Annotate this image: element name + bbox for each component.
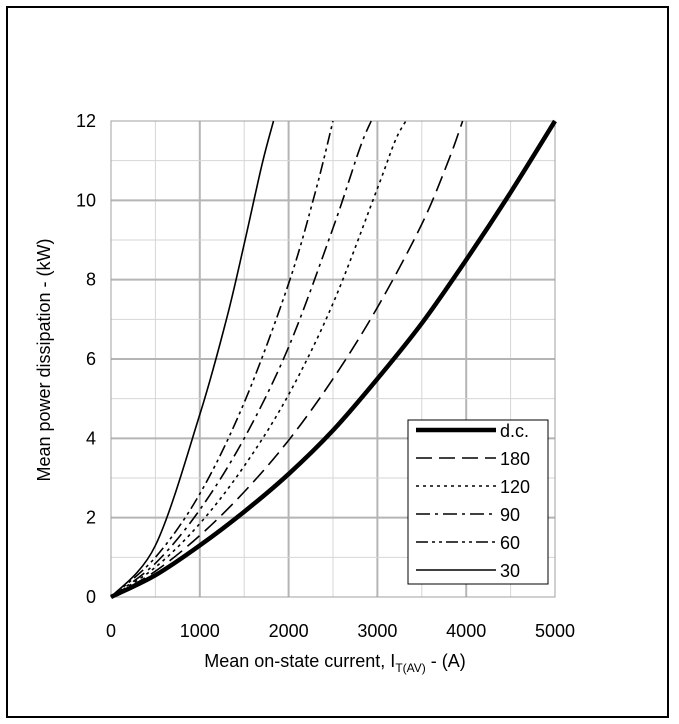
x-tick-label: 1000 (180, 621, 220, 641)
x-axis-label: Mean on-state current, IT(AV) - (A) (204, 651, 466, 675)
y-axis-label: Mean power dissipation - (kW) (34, 238, 54, 481)
x-tick-label: 4000 (446, 621, 486, 641)
y-tick-labels: 0 2 4 6 8 10 12 (76, 111, 96, 607)
x-tick-label: 3000 (357, 621, 397, 641)
series-line-90 (110, 120, 372, 598)
y-tick-label: 12 (76, 111, 96, 131)
x-tick-label: 5000 (535, 621, 575, 641)
y-tick-label: 10 (76, 190, 96, 210)
legend-label-180: 180 (500, 449, 530, 469)
x-tick-labels: 0 1000 2000 3000 4000 5000 (106, 621, 575, 641)
x-axis-label-sub: T(AV) (395, 661, 425, 675)
x-tick-label: 2000 (269, 621, 309, 641)
y-tick-label: 0 (86, 587, 96, 607)
y-tick-label: 6 (86, 349, 96, 369)
x-axis-label-main: Mean on-state current, I (204, 651, 395, 671)
legend-box (407, 419, 549, 585)
x-tick-label: 0 (106, 621, 116, 641)
series-line-60 (110, 120, 334, 598)
series-line-d-c (110, 119, 557, 600)
series-line-120 (110, 120, 407, 598)
series-line-30 (110, 120, 275, 598)
series-lines (110, 119, 557, 600)
y-tick-label: 4 (86, 428, 96, 448)
y-tick-label: 2 (86, 508, 96, 528)
legend-label-d-c: d.c. (500, 421, 529, 441)
legend-label-90: 90 (500, 505, 520, 525)
legend-label-120: 120 (500, 477, 530, 497)
y-tick-label: 8 (86, 270, 96, 290)
legend: d.c. 180 120 90 60 30 (407, 419, 549, 585)
chart-frame (6, 6, 669, 718)
x-axis-label-unit: - (A) (426, 651, 466, 671)
legend-label-60: 60 (500, 533, 520, 553)
legend-label-30: 30 (500, 561, 520, 581)
